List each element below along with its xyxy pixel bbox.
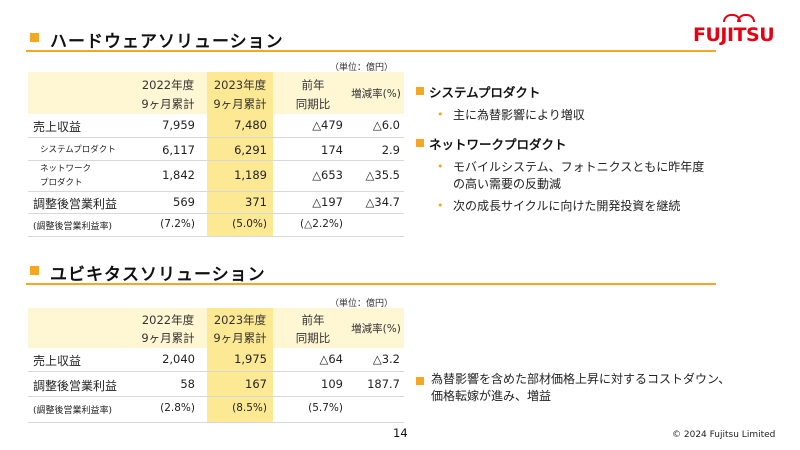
header-rate: 増減率(%) <box>351 323 401 335</box>
header-fy2023-line1: 2023年度 <box>213 78 267 92</box>
cell-yoy: △64 <box>319 352 343 366</box>
row-divider <box>28 396 404 397</box>
cell-yoy: △479 <box>312 118 343 132</box>
row-label: (調整後営業利益率) <box>33 406 113 416</box>
cell-fy2023: 1,975 <box>234 352 267 366</box>
cell-rate: △6.0 <box>372 118 400 132</box>
row-label-line2: プロダクト <box>40 178 83 188</box>
hardware-unit-label: （単位：億円） <box>330 63 394 73</box>
section-marker <box>30 33 39 42</box>
row-label: 調整後営業利益 <box>33 379 118 393</box>
header-fy2022-line2: 9ヶ月累計 <box>141 331 195 345</box>
network-product-point1-line1: モバイルシステム、フォトニクスともに昨年度 <box>453 160 705 174</box>
bullet-square <box>416 139 424 147</box>
ubiquitous-note-line1: 為替影響を含めた部材価格上昇に対するコストダウン、 <box>431 372 731 386</box>
cell-fy2022: 2,040 <box>162 352 195 366</box>
page-number: 14 <box>393 426 408 440</box>
network-product-point2: 次の成長サイクルに向けた開発投資を継続 <box>453 199 681 213</box>
fy2023-column-highlight <box>207 72 273 236</box>
header-yoy-line1: 前年 <box>301 78 325 92</box>
row-divider <box>28 213 404 214</box>
row-label: (調整後営業利益率) <box>33 222 113 232</box>
copyright: © 2024 Fujitsu Limited <box>672 430 776 440</box>
header-rate: 増減率(%) <box>351 88 401 100</box>
ubiquitous-section-rule <box>26 283 716 285</box>
cell-fy2023: 7,480 <box>234 118 267 132</box>
header-fy2022-line2: 9ヶ月累計 <box>141 97 195 111</box>
fy2023-column-highlight <box>207 308 273 423</box>
row-divider <box>28 422 404 423</box>
header-yoy-line2: 同期比 <box>295 331 331 345</box>
header-fy2022-line1: 2022年度 <box>141 78 195 92</box>
header-fy2022-line1: 2022年度 <box>141 313 195 327</box>
network-product-point1-line2: の高い需要の反動減 <box>453 177 562 191</box>
row-label-line1: ネットワーク <box>40 164 92 174</box>
cell-fy2022: 7,959 <box>162 118 195 132</box>
row-label: 売上収益 <box>33 354 82 368</box>
ubiquitous-note-line2: 価格転嫁が進み、増益 <box>431 389 552 403</box>
cell-fy2023: 1,189 <box>234 168 267 182</box>
cell-yoy: 174 <box>321 143 343 157</box>
header-fy2023-line2: 9ヶ月累計 <box>213 331 267 345</box>
cell-fy2022: 58 <box>180 377 195 391</box>
row-divider <box>28 371 404 372</box>
cell-fy2022: 569 <box>173 195 195 209</box>
logo-text: FUJITSU <box>693 24 775 46</box>
system-product-point: 主に為替影響により増収 <box>453 108 585 122</box>
cell-rate: △3.2 <box>372 352 400 366</box>
network-product-heading: ネットワークプロダクト <box>429 137 567 152</box>
bullet-dot: • <box>437 160 444 173</box>
row-divider <box>28 191 404 192</box>
hardware-section-title: ハードウェアソリューション <box>50 32 284 52</box>
cell-rate: △34.7 <box>365 195 400 209</box>
row-label: 調整後営業利益 <box>33 197 118 211</box>
bullet-dot: • <box>437 199 444 212</box>
cell-fy2022: (2.8%) <box>160 402 195 414</box>
fujitsu-logo: FUJITSU <box>693 14 783 50</box>
cell-fy2022: (7.2%) <box>160 218 195 230</box>
cell-fy2023: (5.0%) <box>232 218 267 230</box>
cell-yoy: (△2.2%) <box>300 218 343 230</box>
cell-fy2023: 6,291 <box>234 143 267 157</box>
header-yoy-line2: 同期比 <box>295 97 331 111</box>
bullet-dot: • <box>437 108 444 121</box>
system-product-heading: システムプロダクト <box>429 85 541 100</box>
bullet-square <box>416 377 424 385</box>
ubiquitous-unit-label: （単位：億円） <box>330 299 394 309</box>
section-marker <box>30 266 39 275</box>
cell-rate: 187.7 <box>367 377 400 391</box>
bullet-square <box>416 87 424 95</box>
row-label: システムプロダクト <box>40 145 116 155</box>
cell-rate: △35.5 <box>365 168 400 182</box>
row-divider <box>28 236 404 237</box>
logo-infinity-mark-right <box>737 14 755 22</box>
cell-fy2023: 371 <box>245 195 267 209</box>
row-label: 売上収益 <box>33 120 82 134</box>
ubiquitous-section-title: ユビキタスソリューション <box>50 265 266 285</box>
cell-yoy: △653 <box>312 168 343 182</box>
hardware-section-rule <box>26 50 716 52</box>
header-fy2023-line1: 2023年度 <box>213 313 267 327</box>
cell-rate: 2.9 <box>381 143 400 157</box>
cell-yoy: 109 <box>321 377 343 391</box>
row-divider <box>28 137 404 138</box>
cell-fy2023: 167 <box>245 377 267 391</box>
cell-yoy: (5.7%) <box>308 402 343 414</box>
cell-fy2022: 6,117 <box>162 143 195 157</box>
cell-fy2023: (8.5%) <box>232 402 267 414</box>
row-divider <box>28 160 404 161</box>
cell-yoy: △197 <box>312 195 343 209</box>
cell-fy2022: 1,842 <box>162 168 195 182</box>
header-fy2023-line2: 9ヶ月累計 <box>213 97 267 111</box>
header-yoy-line1: 前年 <box>301 313 325 327</box>
